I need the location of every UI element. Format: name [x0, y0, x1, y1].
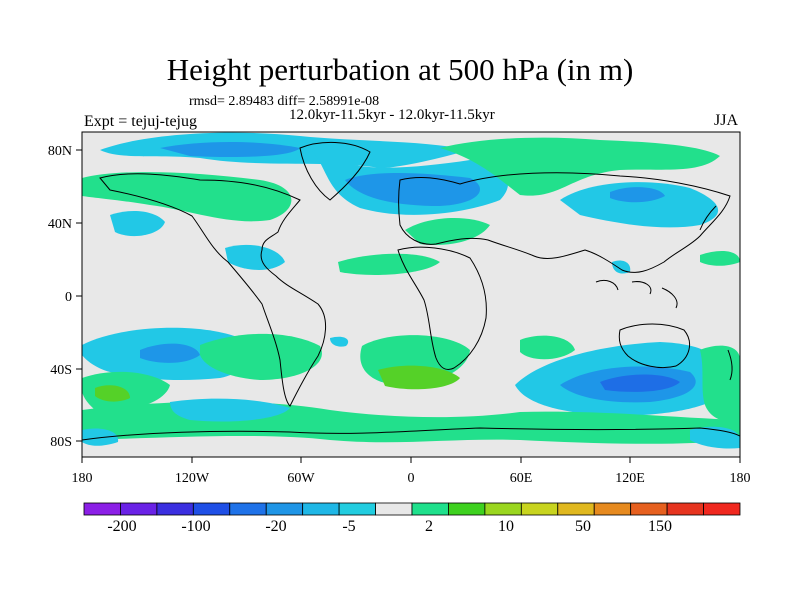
- contour-fields: [82, 132, 740, 449]
- colorbar-swatch: [338, 502, 376, 516]
- antarctica-coastline: [82, 427, 740, 441]
- maritime-continent-coastline: [595, 279, 678, 309]
- colorbar-label: 50: [575, 518, 591, 535]
- colorbar-label: -20: [265, 518, 286, 535]
- colorbar-swatch: [630, 502, 668, 516]
- lon-tick-label: 0: [408, 471, 415, 486]
- greenland-coastline: [299, 141, 371, 201]
- south-atlantic-positive-core: [378, 365, 460, 390]
- colorbar-swatch: [375, 502, 413, 516]
- colorbar-swatch: [83, 502, 121, 516]
- longitude-labels: 180 120W 60W 0 60E 120E 180: [72, 471, 751, 486]
- latitude-labels: 80N 40N 0 40S 80S: [48, 144, 72, 450]
- south-china-negative-patch: [612, 260, 631, 274]
- period-label: 12.0kyr-11.5kyr - 12.0kyr-11.5kyr: [289, 107, 495, 123]
- lat-tick-label: 80S: [50, 435, 72, 450]
- season-label: JJA: [714, 112, 739, 129]
- lon-tick-label: 180: [730, 471, 751, 486]
- coastlines: [82, 141, 740, 441]
- colorbar-swatch: [593, 502, 632, 516]
- north-atlantic-negative-core: [345, 173, 480, 206]
- southern-ocean-negative-patch: [170, 398, 290, 422]
- lat-tick-label: 80N: [48, 144, 72, 159]
- lat-tick-label: 40N: [48, 217, 72, 232]
- east-asia-negative-core: [610, 187, 665, 203]
- colorbar-swatch: [192, 502, 231, 516]
- new-zealand-coastline: [727, 349, 733, 381]
- colorbar-swatch: [484, 502, 522, 516]
- lat-tick-label: 40S: [50, 363, 72, 378]
- colorbar-label: 10: [498, 518, 514, 535]
- west-pacific-positive-patch: [700, 250, 740, 266]
- north-eurasia-positive-region: [440, 137, 720, 196]
- colorbar-swatch: [703, 502, 741, 516]
- colorbar-swatch: [229, 502, 267, 516]
- colorbar-label: -100: [181, 518, 210, 535]
- colorbar-label: -5: [342, 518, 355, 535]
- north-pacific-positive-region: [82, 172, 292, 222]
- east-asia-negative-region: [560, 182, 719, 228]
- lon-tick-label: 60W: [287, 471, 315, 486]
- colorbar-swatch: [448, 502, 486, 516]
- japan-coastline: [699, 205, 717, 231]
- statistics-line: rmsd= 2.89483 diff= 2.58991e-08: [189, 94, 380, 109]
- southeast-pacific-positive-region: [700, 345, 740, 422]
- africa-coastline: [397, 246, 487, 371]
- south-atlantic-negative-patch: [330, 336, 349, 347]
- southern-indian-negative-core: [600, 374, 680, 392]
- axis-ticks: [76, 149, 741, 463]
- colorbar-swatch: [120, 502, 158, 516]
- figure-title: Height perturbation at 500 hPa (in m): [166, 52, 634, 87]
- eurasia-coastline: [398, 172, 731, 273]
- lon-tick-label: 120E: [615, 471, 645, 486]
- colorbar-label: -200: [107, 518, 136, 535]
- colorbar-label: 2: [425, 518, 433, 535]
- indian-ocean-positive-patch: [520, 335, 575, 360]
- colorbar-labels: -200 -100 -20 -5 2 10 50 150: [107, 518, 672, 535]
- australia-coastline: [618, 323, 691, 369]
- colorbar: [83, 502, 741, 516]
- south-pacific-negative-core: [140, 343, 200, 363]
- antarctic-negative-patch-west: [82, 428, 119, 446]
- lon-tick-label: 60E: [510, 471, 533, 486]
- lon-tick-label: 120W: [175, 471, 210, 486]
- colorbar-swatch: [411, 502, 449, 516]
- south-america-positive-region: [200, 333, 322, 380]
- lon-tick-label: 180: [72, 471, 93, 486]
- colorbar-swatch: [666, 502, 704, 516]
- americas-coastline: [99, 173, 326, 407]
- experiment-label: Expt = tejuj-tejug: [84, 113, 197, 130]
- tropical-atlantic-positive-region: [338, 253, 440, 275]
- north-pacific-negative-patch: [110, 210, 165, 237]
- southwest-pacific-positive-core: [95, 385, 130, 402]
- lat-tick-label: 0: [65, 290, 72, 305]
- colorbar-swatch: [520, 502, 559, 516]
- arctic-negative-core: [160, 142, 300, 158]
- colorbar-swatch: [156, 502, 194, 516]
- colorbar-label: 150: [648, 518, 672, 535]
- colorbar-swatch: [302, 502, 340, 516]
- colorbar-swatch: [265, 502, 304, 516]
- colorbar-swatch: [557, 502, 595, 516]
- caribbean-negative-patch: [225, 244, 285, 270]
